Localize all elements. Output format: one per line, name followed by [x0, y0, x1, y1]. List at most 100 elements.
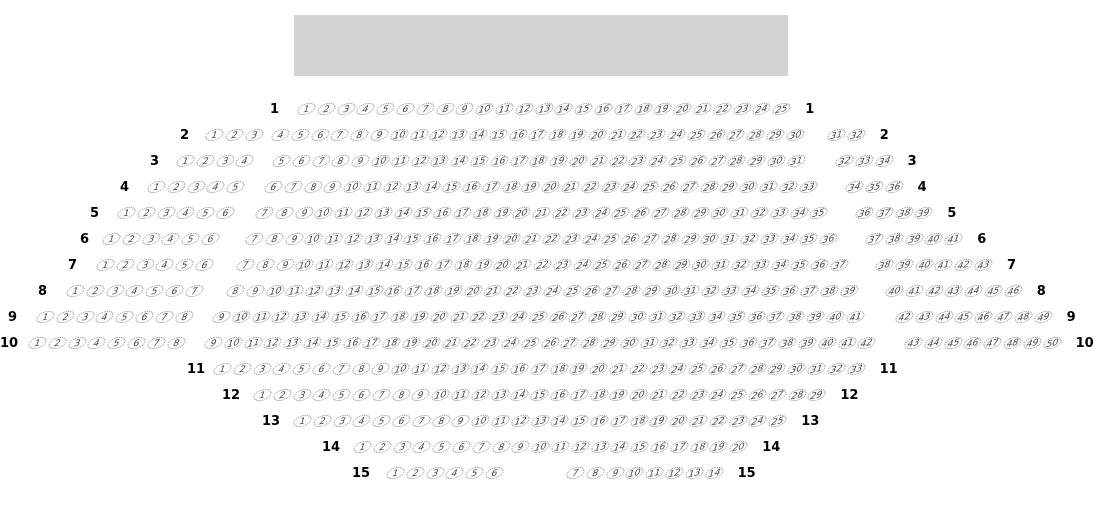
seat[interactable]: 11 [490, 413, 511, 429]
seat[interactable]: 18 [629, 413, 649, 429]
seat[interactable]: 18 [472, 205, 493, 221]
seat[interactable]: 24 [542, 283, 563, 299]
seat[interactable]: 19 [409, 309, 430, 325]
seat[interactable]: 34 [706, 309, 727, 325]
seat[interactable]: 13 [590, 439, 610, 455]
seat[interactable]: 11 [550, 439, 571, 455]
seat[interactable]: 3 [141, 231, 161, 247]
seat[interactable]: 20 [587, 127, 608, 143]
seat[interactable]: 23 [552, 257, 573, 273]
seat[interactable]: 13 [450, 361, 470, 377]
seat[interactable]: 36 [884, 179, 904, 195]
seat[interactable]: 3 [425, 465, 445, 481]
seat[interactable]: 34 [789, 205, 809, 221]
seat[interactable]: 9 [350, 153, 371, 169]
seat[interactable]: 9 [411, 387, 431, 403]
seat[interactable]: 15 [403, 231, 423, 247]
seat[interactable]: 4 [87, 335, 107, 351]
seat[interactable]: 1 [352, 439, 373, 455]
seat[interactable]: 12 [263, 335, 283, 351]
seat[interactable]: 2 [405, 465, 426, 481]
seat[interactable]: 13 [490, 387, 510, 403]
seat[interactable]: 13 [282, 335, 303, 351]
seat[interactable]: 32 [778, 179, 799, 195]
seat[interactable]: 48 [1002, 335, 1023, 351]
seat[interactable]: 33 [759, 231, 780, 247]
seat[interactable]: 25 [601, 231, 621, 247]
seat[interactable]: 17 [362, 335, 382, 351]
seat[interactable]: 3 [244, 127, 264, 143]
seat[interactable]: 11 [644, 465, 665, 481]
seat[interactable]: 23 [480, 335, 501, 351]
seat[interactable]: 19 [609, 387, 629, 403]
seat[interactable]: 35 [760, 283, 780, 299]
seat[interactable]: 15 [629, 439, 650, 455]
seat[interactable]: 31 [639, 335, 659, 351]
seat[interactable]: 12 [664, 465, 685, 481]
seat[interactable]: 20 [502, 231, 522, 247]
seat[interactable]: 1 [116, 205, 137, 221]
seat[interactable]: 5 [375, 101, 396, 117]
seat[interactable]: 16 [549, 387, 570, 403]
seat[interactable]: 27 [727, 361, 748, 377]
seat[interactable]: 12 [410, 153, 430, 169]
seat[interactable]: 31 [647, 309, 667, 325]
seat[interactable]: 18 [462, 231, 483, 247]
seat[interactable]: 2 [224, 127, 245, 143]
seat[interactable]: 9 [275, 257, 295, 273]
seat[interactable]: 29 [719, 179, 739, 195]
seat[interactable]: 16 [342, 335, 362, 351]
seat[interactable]: 24 [572, 257, 592, 273]
seat[interactable]: 25 [528, 309, 549, 325]
seat[interactable]: 15 [469, 153, 490, 169]
seat[interactable]: 28 [579, 335, 600, 351]
seat[interactable]: 17 [481, 179, 502, 195]
seat[interactable]: 21 [648, 387, 669, 403]
seat[interactable]: 15 [529, 387, 550, 403]
seat[interactable]: 28 [747, 361, 767, 377]
seat[interactable]: 3 [332, 413, 352, 429]
seat[interactable]: 29 [607, 309, 628, 325]
seat[interactable]: 12 [514, 101, 535, 117]
seat[interactable]: 37 [799, 283, 820, 299]
seat[interactable]: 10 [304, 231, 324, 247]
seat[interactable]: 26 [611, 257, 632, 273]
seat[interactable]: 41 [943, 231, 964, 247]
seat[interactable]: 7 [330, 127, 350, 143]
seat[interactable]: 9 [369, 127, 390, 143]
seat[interactable]: 13 [530, 413, 550, 429]
seat[interactable]: 6 [200, 231, 221, 247]
seat[interactable]: 1 [95, 257, 116, 273]
seat[interactable]: 12 [430, 361, 451, 377]
seat[interactable]: 6 [215, 205, 236, 221]
seat[interactable]: 25 [520, 335, 541, 351]
seat[interactable]: 11 [333, 205, 354, 221]
seat[interactable]: 21 [560, 179, 581, 195]
seat[interactable]: 22 [502, 283, 523, 299]
seat[interactable]: 33 [846, 361, 866, 377]
seat[interactable]: 11 [285, 283, 305, 299]
seat[interactable]: 11 [362, 179, 383, 195]
seat[interactable]: 12 [382, 179, 403, 195]
seat[interactable]: 20 [728, 439, 749, 455]
seat[interactable]: 30 [738, 179, 759, 195]
seat[interactable]: 38 [777, 335, 798, 351]
seat[interactable]: 14 [374, 257, 394, 273]
seat[interactable]: 27 [631, 257, 652, 273]
seat[interactable]: 24 [581, 231, 601, 247]
seat[interactable]: 36 [818, 231, 839, 247]
seat[interactable]: 23 [688, 387, 708, 403]
seat[interactable]: 4 [312, 387, 332, 403]
seat[interactable]: 14 [302, 335, 323, 351]
seat[interactable]: 28 [621, 283, 642, 299]
seat[interactable]: 25 [562, 283, 582, 299]
seat[interactable]: 1 [65, 283, 86, 299]
seat[interactable]: 19 [653, 101, 673, 117]
seat[interactable]: 25 [611, 205, 631, 221]
seat[interactable]: 8 [435, 101, 455, 117]
seat[interactable]: 17 [609, 413, 630, 429]
seat[interactable]: 48 [1013, 309, 1034, 325]
seat[interactable]: 15 [394, 257, 414, 273]
seat[interactable]: 38 [785, 309, 806, 325]
seat[interactable]: 21 [608, 361, 629, 377]
